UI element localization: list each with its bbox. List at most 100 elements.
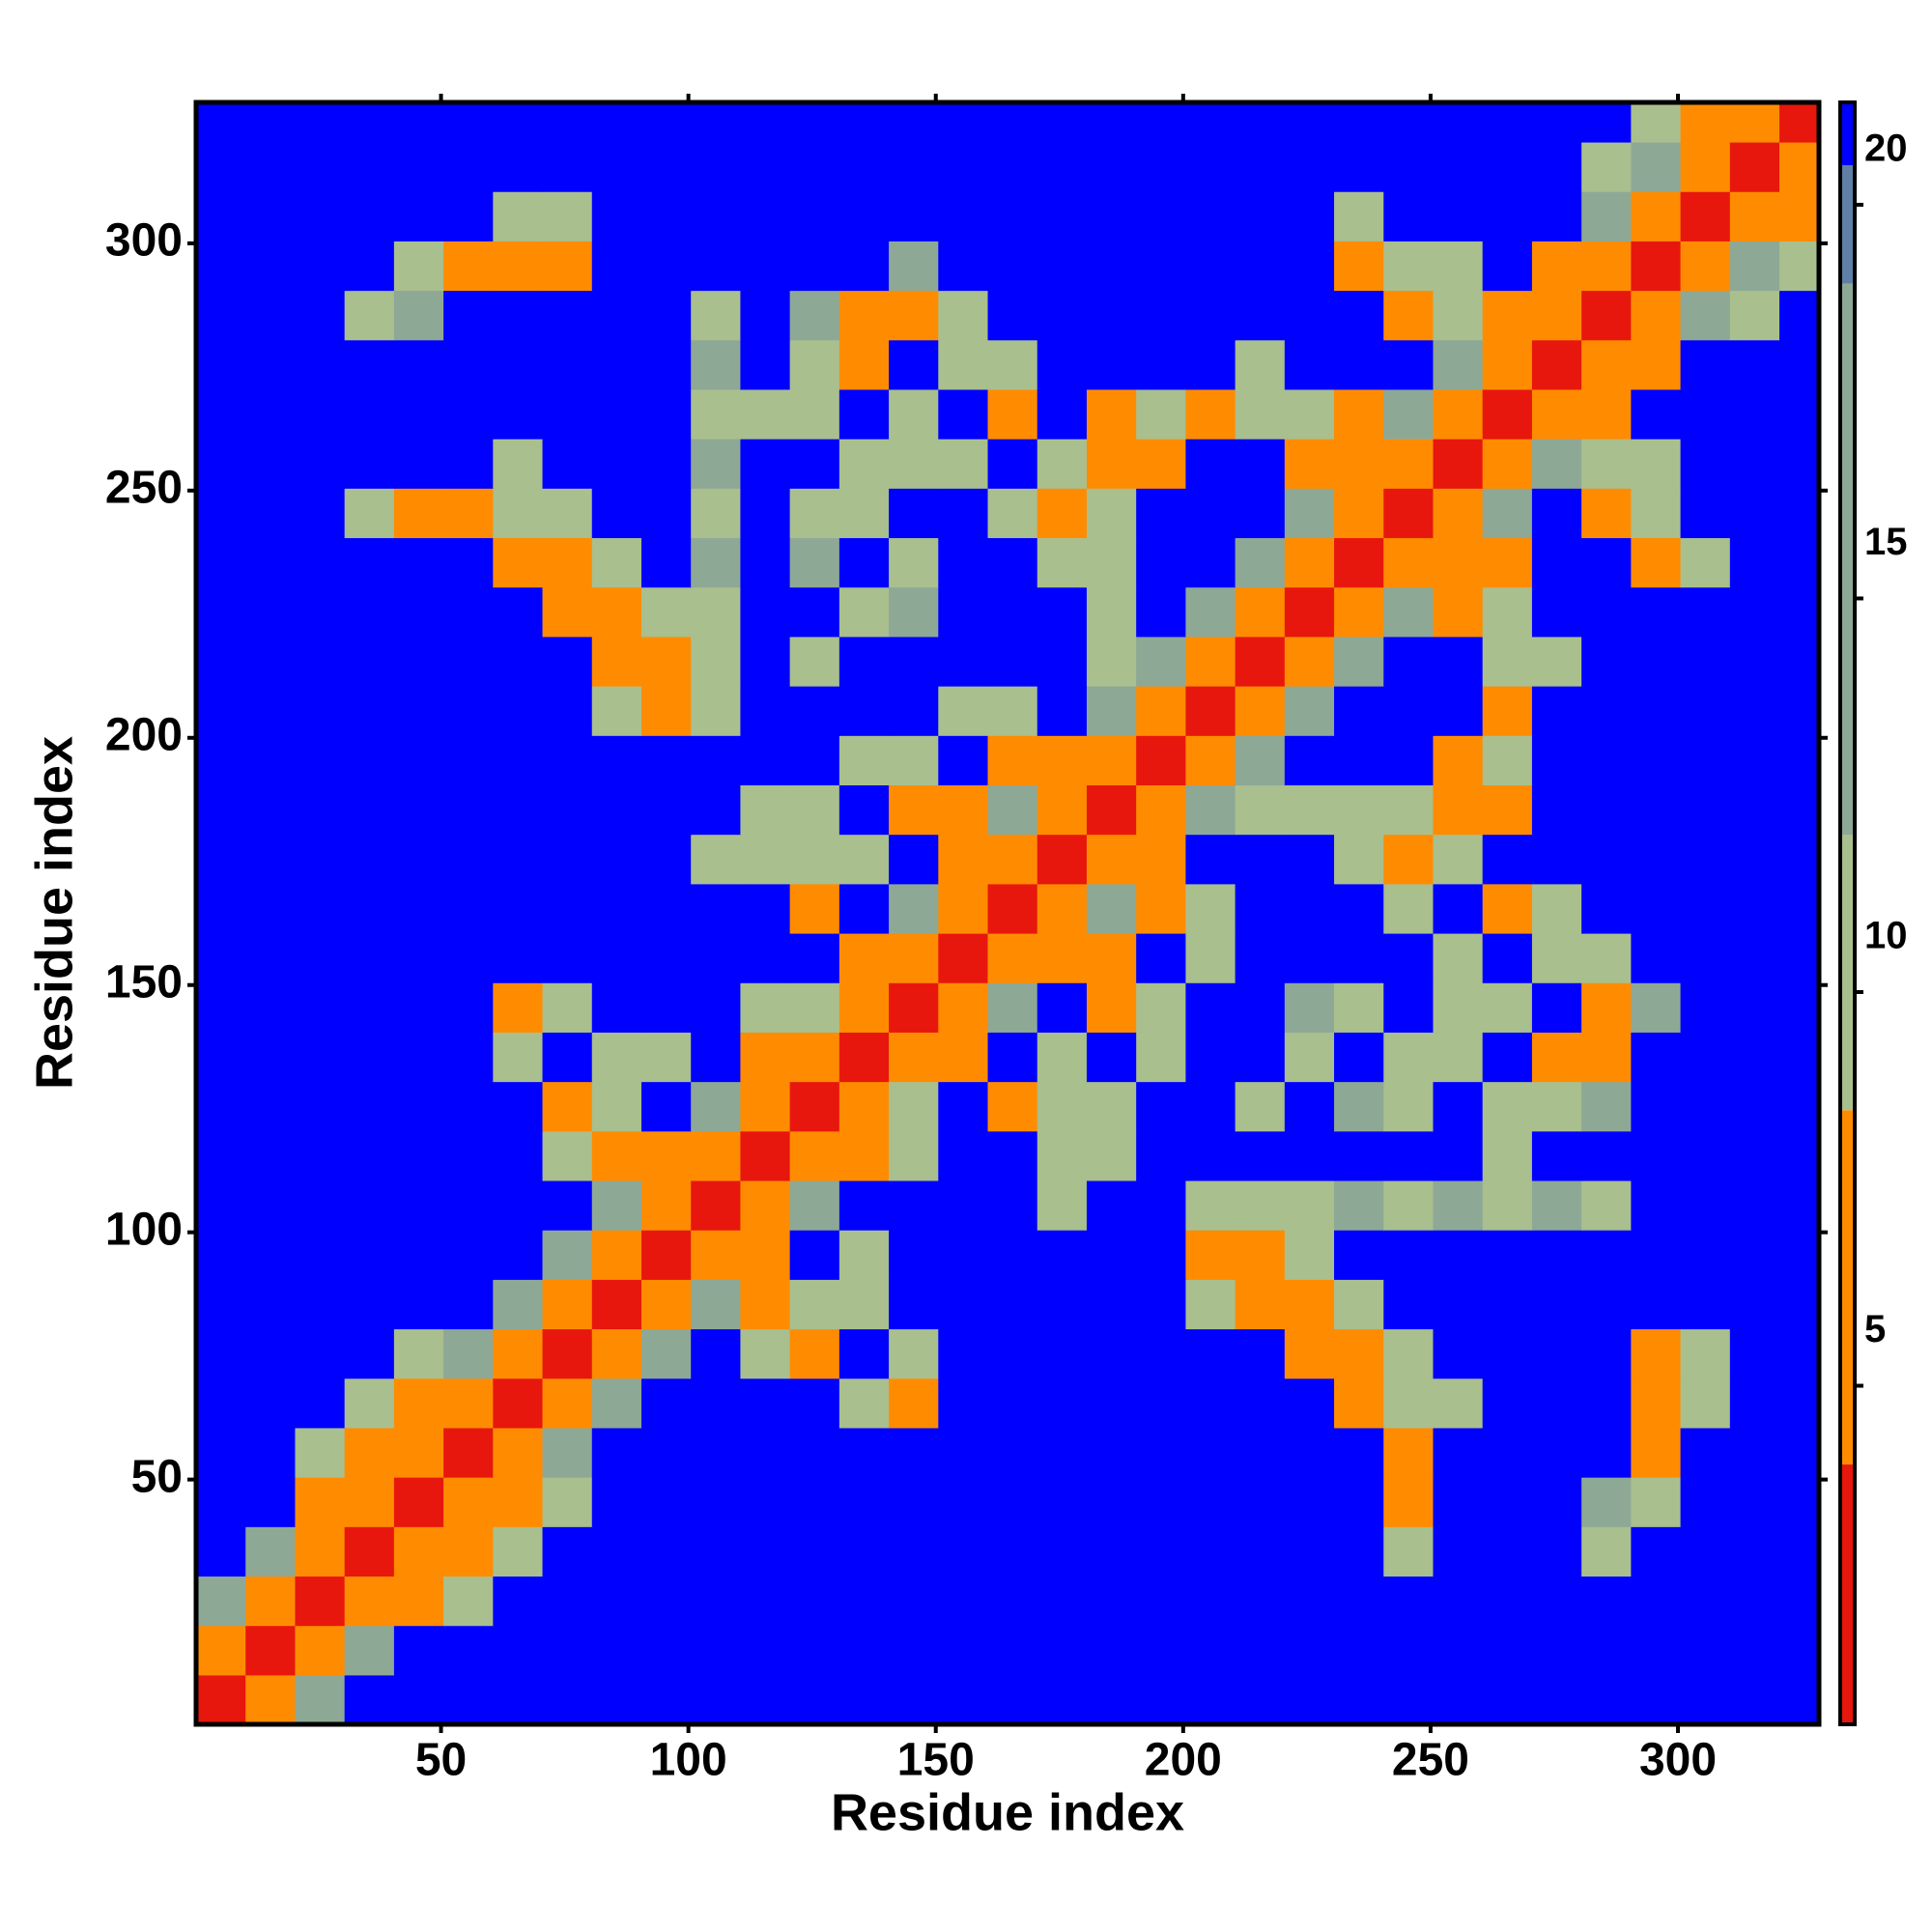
heatmap-cell bbox=[1136, 1230, 1186, 1280]
heatmap-cell bbox=[1433, 1130, 1484, 1181]
heatmap-cell bbox=[691, 141, 742, 192]
heatmap-cell bbox=[1631, 1328, 1682, 1379]
heatmap-cell bbox=[1531, 191, 1582, 242]
heatmap-cell bbox=[344, 1130, 395, 1181]
heatmap-cell bbox=[344, 141, 395, 192]
heatmap-cell bbox=[740, 784, 791, 836]
heatmap-cell bbox=[1037, 883, 1088, 934]
heatmap-cell bbox=[640, 1526, 692, 1577]
heatmap-cell bbox=[740, 290, 791, 341]
heatmap-cell bbox=[1581, 290, 1632, 341]
heatmap-cell bbox=[1235, 636, 1286, 687]
heatmap-cell bbox=[1136, 290, 1186, 341]
heatmap-cell bbox=[1433, 982, 1484, 1033]
heatmap-cell bbox=[542, 586, 593, 638]
heatmap-cell bbox=[1581, 339, 1632, 390]
x-tick-label: 300 bbox=[1639, 1735, 1717, 1786]
heatmap-cell bbox=[789, 1179, 840, 1231]
heatmap-cell bbox=[1631, 102, 1682, 143]
heatmap-cell bbox=[245, 191, 297, 242]
heatmap-cell bbox=[295, 388, 346, 440]
heatmap-cell bbox=[1235, 1081, 1286, 1132]
heatmap-cell bbox=[1037, 1427, 1088, 1478]
heatmap-cell bbox=[1680, 1130, 1731, 1181]
heatmap-cell bbox=[640, 982, 692, 1033]
heatmap-cell bbox=[1383, 102, 1435, 143]
heatmap-cell bbox=[393, 1427, 444, 1478]
heatmap-cell bbox=[1334, 141, 1384, 192]
heatmap-cell bbox=[1631, 1081, 1682, 1132]
heatmap-cell bbox=[1779, 636, 1819, 687]
heatmap-cell bbox=[591, 339, 642, 390]
heatmap-cell bbox=[295, 982, 346, 1033]
heatmap-cell bbox=[938, 932, 989, 983]
heatmap-cell bbox=[938, 439, 989, 489]
heatmap-cell bbox=[938, 1526, 989, 1577]
heatmap-cell bbox=[344, 834, 395, 885]
heatmap-cell bbox=[1136, 1526, 1186, 1577]
heatmap-cell bbox=[691, 1328, 742, 1379]
heatmap-cell bbox=[1433, 586, 1484, 638]
heatmap-cell bbox=[889, 1230, 939, 1280]
heatmap-cell bbox=[1235, 1328, 1286, 1379]
heatmap-cell bbox=[591, 1230, 642, 1280]
heatmap-cell bbox=[1729, 191, 1780, 242]
heatmap-cell bbox=[1136, 1279, 1186, 1330]
heatmap-cell bbox=[542, 883, 593, 934]
heatmap-cell bbox=[1531, 735, 1582, 786]
heatmap-cell bbox=[789, 290, 840, 341]
heatmap-cell bbox=[640, 586, 692, 638]
heatmap-cell bbox=[938, 141, 989, 192]
heatmap-cell bbox=[591, 241, 642, 292]
heatmap-cell bbox=[740, 241, 791, 292]
heatmap-cell bbox=[1482, 1328, 1533, 1379]
heatmap-cell bbox=[443, 1081, 494, 1132]
heatmap-cell bbox=[196, 1230, 246, 1280]
heatmap-cell bbox=[1531, 241, 1582, 292]
heatmap-cell bbox=[1086, 1427, 1137, 1478]
heatmap-cell bbox=[295, 636, 346, 687]
heatmap-cell bbox=[591, 735, 642, 786]
heatmap-cell bbox=[1334, 1130, 1384, 1181]
heatmap-cell bbox=[1284, 636, 1335, 687]
heatmap-cell bbox=[838, 488, 890, 539]
heatmap-cell bbox=[493, 1081, 544, 1132]
heatmap-cell bbox=[1729, 290, 1780, 341]
heatmap-cell bbox=[1433, 439, 1484, 489]
heatmap-cell bbox=[740, 834, 791, 885]
heatmap-cell bbox=[1531, 1477, 1582, 1527]
heatmap-cell bbox=[1185, 339, 1236, 390]
heatmap-cell bbox=[1729, 1477, 1780, 1527]
heatmap-cell bbox=[1037, 686, 1088, 736]
heatmap-cell bbox=[245, 1032, 297, 1083]
heatmap-cell bbox=[1334, 191, 1384, 242]
heatmap-cell bbox=[443, 834, 494, 885]
heatmap-cell bbox=[443, 686, 494, 736]
heatmap-cell bbox=[838, 1279, 890, 1330]
heatmap-cell bbox=[1779, 1032, 1819, 1083]
heatmap-cell bbox=[1334, 439, 1384, 489]
heatmap-cell bbox=[740, 735, 791, 786]
heatmap-cell bbox=[1037, 1279, 1088, 1330]
heatmap-cell bbox=[1086, 241, 1137, 292]
heatmap-cell bbox=[1235, 686, 1286, 736]
heatmap-cell bbox=[1433, 537, 1484, 588]
heatmap-cell bbox=[542, 537, 593, 588]
heatmap-cell bbox=[1729, 1625, 1780, 1676]
heatmap-cell bbox=[493, 290, 544, 341]
heatmap-cell bbox=[196, 883, 246, 934]
heatmap-cell bbox=[1581, 834, 1632, 885]
heatmap-cell bbox=[1136, 439, 1186, 489]
heatmap-cell bbox=[1037, 1576, 1088, 1627]
heatmap-cell bbox=[1631, 1230, 1682, 1280]
heatmap-cell bbox=[1631, 191, 1682, 242]
heatmap-cell bbox=[1531, 488, 1582, 539]
heatmap-cell bbox=[691, 735, 742, 786]
heatmap-cell bbox=[1284, 102, 1335, 143]
heatmap-cell bbox=[1185, 1081, 1236, 1132]
heatmap-cell bbox=[1086, 1230, 1137, 1280]
heatmap-cell bbox=[1334, 1081, 1384, 1132]
heatmap-cell bbox=[889, 1427, 939, 1478]
